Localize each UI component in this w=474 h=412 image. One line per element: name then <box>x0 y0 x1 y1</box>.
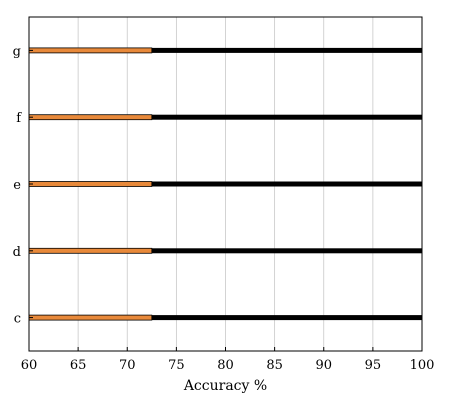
bar-accuracy-g <box>28 47 153 54</box>
x-tick-label-75: 75 <box>168 358 185 373</box>
bar-accuracy-d <box>28 247 153 254</box>
x-tick-label-100: 100 <box>410 358 435 373</box>
x-tick-label-90: 90 <box>315 358 332 373</box>
y-tick-label-d: d <box>13 245 21 260</box>
x-tick-label-95: 95 <box>365 358 382 373</box>
y-tick-label-c: c <box>14 312 21 327</box>
x-ticks: 60 65 70 75 80 85 90 95 100 <box>21 347 435 373</box>
bar-accuracy-f <box>28 114 153 121</box>
x-tick-label-70: 70 <box>119 358 136 373</box>
y-tick-label-g: g <box>13 44 21 59</box>
bar-accuracy-c <box>28 314 153 321</box>
y-ticks: g f e d c <box>13 44 33 327</box>
x-tick-label-65: 65 <box>70 358 87 373</box>
bar-total-d <box>29 248 422 254</box>
x-tick-label-80: 80 <box>217 358 234 373</box>
y-tick-label-f: f <box>16 111 22 126</box>
x-tick-label-85: 85 <box>266 358 283 373</box>
bar-total-e <box>29 181 422 187</box>
x-axis-label: Accuracy % <box>183 378 267 394</box>
y-tick-label-e: e <box>13 178 21 193</box>
bar-total-c <box>29 315 422 321</box>
bar-accuracy-e <box>28 181 153 187</box>
x-tick-label-60: 60 <box>21 358 38 373</box>
bar-total-g <box>29 47 422 53</box>
bar-total-f <box>29 114 422 120</box>
